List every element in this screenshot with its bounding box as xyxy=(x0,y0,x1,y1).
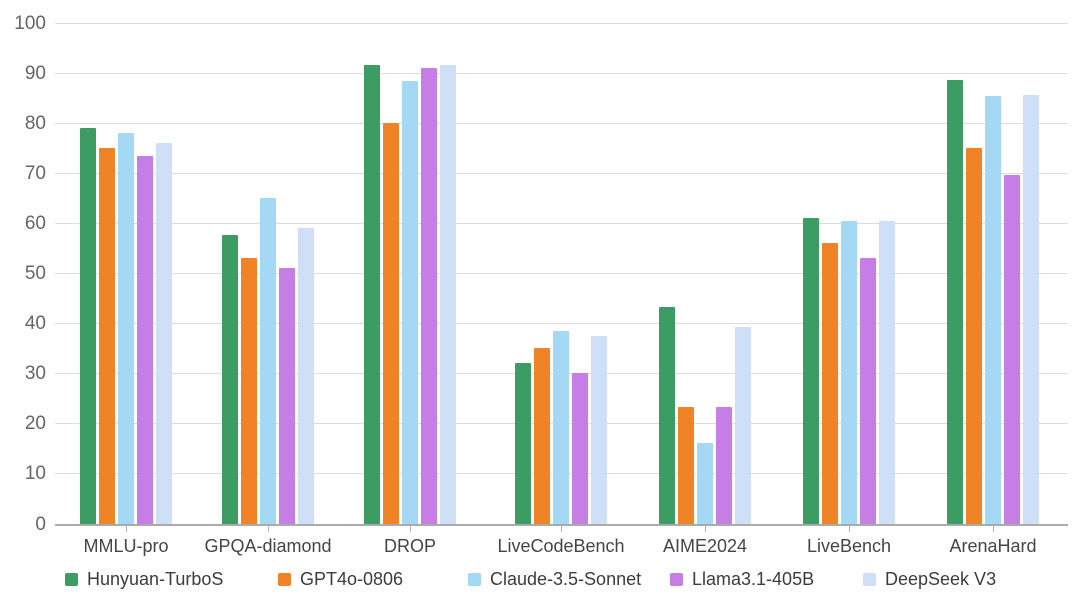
bar-Claude-3.5-Sonnet-ArenaHard xyxy=(985,96,1001,524)
y-axis-tick-label: 60 xyxy=(24,212,46,234)
bar-GPT4o-0806-GPQA-diamond xyxy=(241,257,257,524)
x-axis-label-GPQA-diamond: GPQA-diamond xyxy=(204,536,332,556)
bar-Llama3.1-405B-MMLU-pro xyxy=(137,156,153,524)
y-axis-tick-label: 80 xyxy=(24,112,46,134)
x-axis-label-AIME2024: AIME2024 xyxy=(662,536,748,556)
bar-group-AIME2024 xyxy=(659,14,751,524)
gridline-y80 xyxy=(55,122,1068,124)
bar-Claude-3.5-Sonnet-MMLU-pro xyxy=(118,132,134,524)
x-axis-label-DROP: DROP xyxy=(383,536,436,556)
bar-GPT4o-0806-DROP xyxy=(383,122,399,524)
bar-GPT4o-0806-LiveCodeBench xyxy=(534,348,550,524)
legend-item-Hunyuan-TurboS: Hunyuan-TurboS xyxy=(65,569,223,590)
bar-Llama3.1-405B-ArenaHard xyxy=(1004,175,1020,524)
bar-DeepSeek V3-DROP xyxy=(440,65,456,524)
bar-DeepSeek V3-MMLU-pro xyxy=(156,142,172,524)
bar-Claude-3.5-Sonnet-GPQA-diamond xyxy=(260,197,276,524)
bar-Llama3.1-405B-GPQA-diamond xyxy=(279,268,295,524)
bar-GPT4o-0806-LiveBench xyxy=(822,242,838,524)
x-axis-tick xyxy=(993,525,994,532)
legend-swatch-icon xyxy=(863,573,876,586)
bar-GPT4o-0806-MMLU-pro xyxy=(99,147,115,524)
bar-DeepSeek V3-GPQA-diamond xyxy=(298,227,314,524)
bar-DeepSeek V3-ArenaHard xyxy=(1023,95,1039,524)
bar-Claude-3.5-Sonnet-LiveBench xyxy=(841,221,857,524)
y-axis-tick-label: 70 xyxy=(24,162,46,184)
legend-label: Llama3.1-405B xyxy=(692,569,815,589)
bar-group-LiveCodeBench xyxy=(515,14,607,524)
bar-DeepSeek V3-AIME2024 xyxy=(735,327,751,524)
legend-label: Claude-3.5-Sonnet xyxy=(490,569,642,589)
x-axis-tick xyxy=(561,525,562,532)
bar-Hunyuan-TurboS-LiveBench xyxy=(803,217,819,524)
legend-label: DeepSeek V3 xyxy=(885,569,997,589)
bar-GPT4o-0806-AIME2024 xyxy=(678,406,694,524)
bar-group-GPQA-diamond xyxy=(222,14,314,524)
x-axis-tick xyxy=(410,525,411,532)
bar-Llama3.1-405B-LiveBench xyxy=(860,257,876,524)
y-axis-tick-label: 30 xyxy=(24,363,46,385)
bar-group-ArenaHard xyxy=(947,14,1039,524)
y-axis-tick-label: 0 xyxy=(35,513,46,535)
legend-item-DeepSeek V3: DeepSeek V3 xyxy=(863,569,996,590)
bar-Hunyuan-TurboS-DROP xyxy=(364,65,380,524)
x-axis-label-MMLU-pro: MMLU-pro xyxy=(83,536,169,556)
gridline-y50 xyxy=(55,273,1068,274)
x-axis-tick xyxy=(268,525,269,532)
gridline-y70 xyxy=(55,172,1068,174)
bar-Hunyuan-TurboS-ArenaHard xyxy=(947,80,963,524)
bar-Hunyuan-TurboS-LiveCodeBench xyxy=(515,363,531,524)
y-axis-tick-label: 40 xyxy=(24,313,46,335)
x-axis-label-ArenaHard: ArenaHard xyxy=(949,536,1037,556)
bar-Hunyuan-TurboS-MMLU-pro xyxy=(80,127,96,524)
x-axis-tick xyxy=(126,525,127,532)
bar-DeepSeek V3-LiveCodeBench xyxy=(591,335,607,524)
legend-swatch-icon xyxy=(670,573,683,586)
bar-group-LiveBench xyxy=(803,14,895,524)
bar-Claude-3.5-Sonnet-LiveCodeBench xyxy=(553,330,569,524)
bar-Llama3.1-405B-DROP xyxy=(421,67,437,524)
y-axis-tick-label: 20 xyxy=(24,413,46,435)
x-axis-label-LiveCodeBench: LiveCodeBench xyxy=(497,536,625,556)
chart-legend: Hunyuan-TurboS GPT4o-0806 Claude-3.5-Sonne… xyxy=(0,566,1080,596)
legend-item-Llama3.1-405B: Llama3.1-405B xyxy=(670,569,814,590)
bar-Hunyuan-TurboS-AIME2024 xyxy=(659,306,675,524)
y-axis-tick-label: 10 xyxy=(24,463,46,485)
x-axis-label-LiveBench: LiveBench xyxy=(806,536,892,556)
bar-Claude-3.5-Sonnet-AIME2024 xyxy=(697,443,713,524)
y-axis-tick-label: 100 xyxy=(14,12,46,34)
legend-label: GPT4o-0806 xyxy=(300,569,404,589)
gridline-y60 xyxy=(55,222,1068,224)
x-axis-tick xyxy=(849,525,850,532)
legend-swatch-icon xyxy=(65,573,78,586)
gridline-y90 xyxy=(55,72,1068,74)
y-axis-tick-label: 90 xyxy=(24,62,46,84)
gridline-y40 xyxy=(55,323,1068,325)
bar-GPT4o-0806-ArenaHard xyxy=(966,147,982,524)
legend-item-GPT4o-0806: GPT4o-0806 xyxy=(278,569,403,590)
bar-Llama3.1-405B-LiveCodeBench xyxy=(572,373,588,524)
bar-Llama3.1-405B-AIME2024 xyxy=(716,406,732,524)
x-axis-line xyxy=(55,523,1068,526)
y-axis-tick-label: 50 xyxy=(24,263,46,284)
gridline-y100 xyxy=(55,22,1068,24)
legend-item-Claude-3.5-Sonnet: Claude-3.5-Sonnet xyxy=(468,569,641,590)
bar-group-MMLU-pro xyxy=(80,14,172,524)
bar-DeepSeek V3-LiveBench xyxy=(879,221,895,524)
legend-label: Hunyuan-TurboS xyxy=(87,569,224,589)
x-axis-tick xyxy=(705,525,706,532)
legend-swatch-icon xyxy=(278,573,291,586)
legend-swatch-icon xyxy=(468,573,481,586)
bar-Claude-3.5-Sonnet-DROP xyxy=(402,81,418,524)
bar-Hunyuan-TurboS-GPQA-diamond xyxy=(222,235,238,524)
bar-group-DROP xyxy=(364,14,456,524)
